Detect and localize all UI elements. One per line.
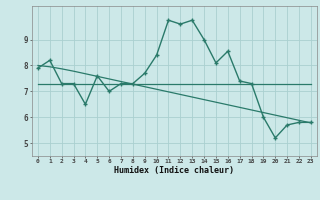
X-axis label: Humidex (Indice chaleur): Humidex (Indice chaleur) <box>115 166 234 175</box>
